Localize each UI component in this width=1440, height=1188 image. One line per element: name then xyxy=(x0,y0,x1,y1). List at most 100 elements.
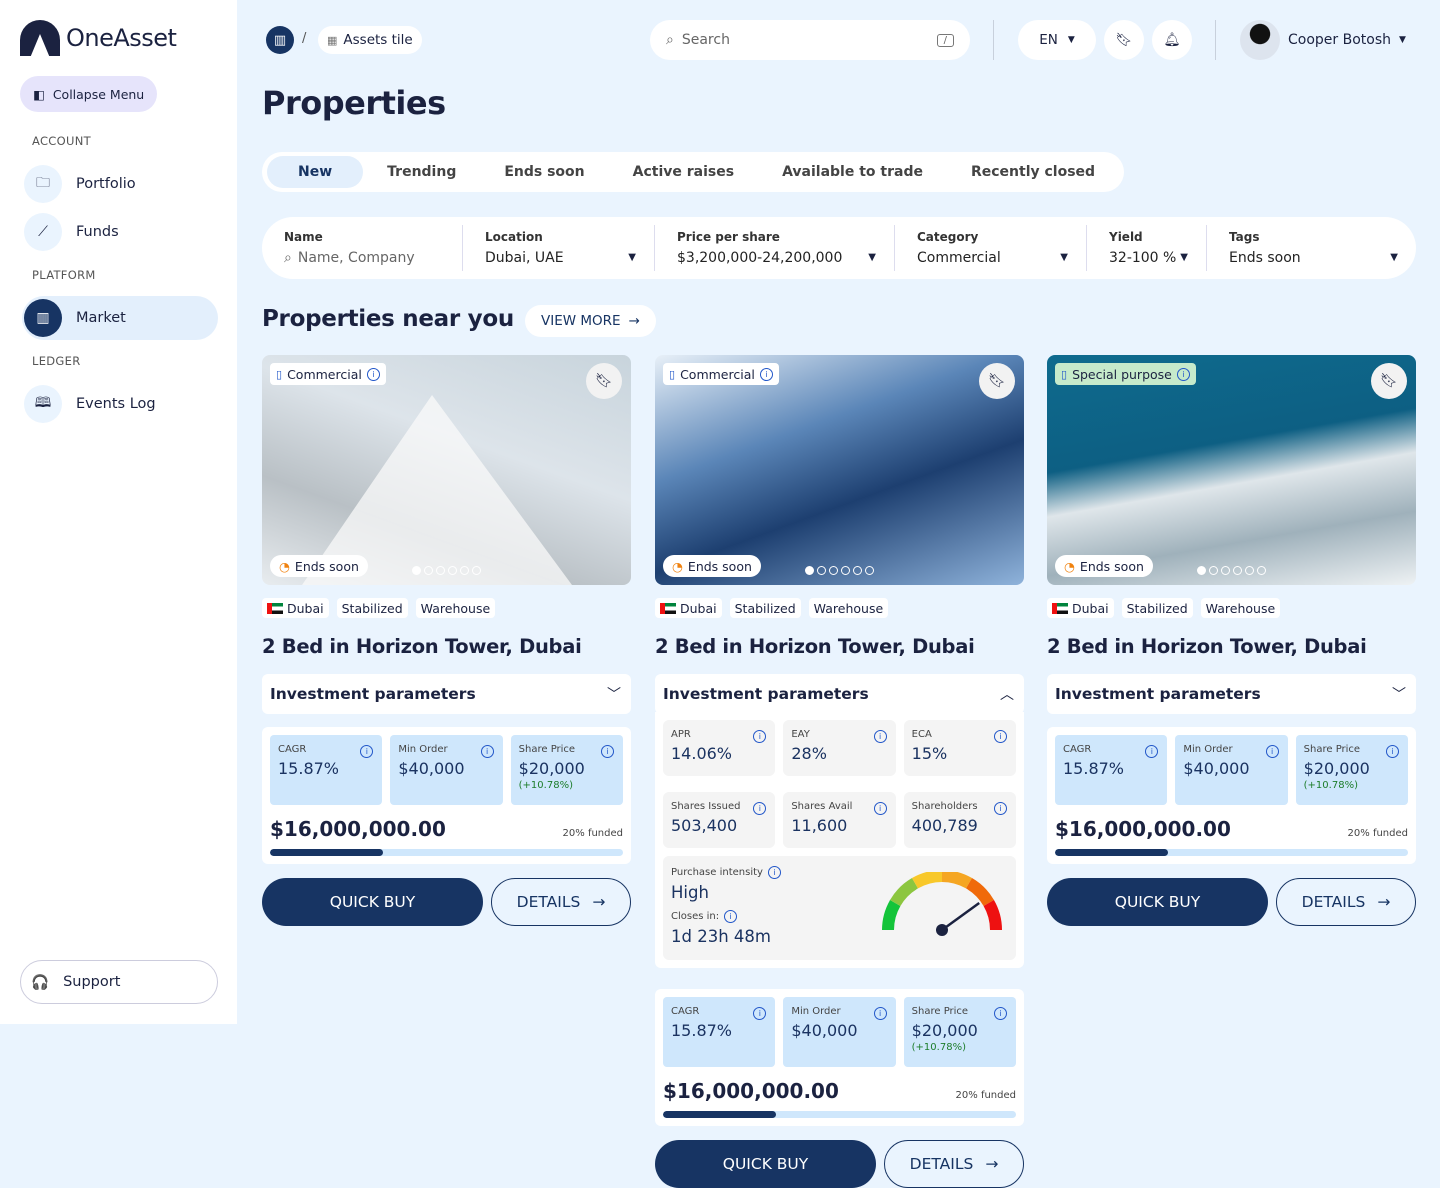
filter-category[interactable]: Category Commercial ▼ xyxy=(895,225,1087,271)
tab-active-raises[interactable]: Active raises xyxy=(632,164,735,180)
filter-location[interactable]: Location Dubai, UAE ▼ xyxy=(463,225,655,271)
section-title: Properties near you xyxy=(262,306,514,332)
carousel-dot[interactable] xyxy=(412,566,421,575)
tab-trending[interactable]: Trending xyxy=(387,164,457,180)
breadcrumb-current[interactable]: ▦ Assets tile xyxy=(318,26,422,54)
carousel-dot[interactable] xyxy=(436,566,445,575)
info-icon[interactable]: i xyxy=(753,730,767,743)
info-icon[interactable]: i xyxy=(753,1007,767,1020)
section-ledger: LEDGER xyxy=(32,354,81,368)
info-icon[interactable]: i xyxy=(759,367,773,381)
view-more-button[interactable]: VIEW MORE → xyxy=(525,305,656,337)
key-stats: CAGR i 15.87% Min Order i $40,000 Share … xyxy=(655,989,1024,1126)
carousel-dot[interactable] xyxy=(805,566,814,575)
carousel-dot[interactable] xyxy=(865,566,874,575)
info-icon[interactable]: i xyxy=(994,1007,1007,1020)
info-icon[interactable]: i xyxy=(994,802,1007,815)
sidebar-item-events-log[interactable]: 🕮 Events Log xyxy=(22,382,218,426)
property-image[interactable]: ▯ Commercial i 🔖︎ ◔ Ends soon xyxy=(262,355,631,585)
details-button[interactable]: DETAILS → xyxy=(1276,878,1416,926)
search-input[interactable]: ⌕ Search / xyxy=(650,20,970,60)
tab-ends-soon[interactable]: Ends soon xyxy=(504,164,585,180)
quick-buy-button[interactable]: QUICK BUY xyxy=(655,1140,876,1188)
collapse-menu-button[interactable]: ◧ Collapse Menu xyxy=(20,76,158,112)
filter-value-wrap: 32-100 % xyxy=(1109,250,1184,266)
property-image[interactable]: ▯ Special purpose i 🔖︎ ◔ Ends soon xyxy=(1047,355,1416,585)
quick-buy-button[interactable]: QUICK BUY xyxy=(1047,878,1268,926)
category-badge: ▯ Special purpose i xyxy=(1055,363,1196,385)
carousel-dot[interactable] xyxy=(817,566,826,575)
carousel-dot[interactable] xyxy=(841,566,850,575)
user-menu[interactable]: Cooper Botosh ▼ xyxy=(1240,20,1406,60)
search-placeholder: Search xyxy=(681,32,730,48)
filter-yield[interactable]: Yield 32-100 % ▼ xyxy=(1087,225,1207,271)
carousel-dot[interactable] xyxy=(1221,566,1230,575)
info-icon[interactable]: i xyxy=(873,730,887,743)
carousel-dot[interactable] xyxy=(1245,566,1254,575)
clock-icon: ◔ xyxy=(1064,558,1075,574)
info-icon[interactable]: i xyxy=(994,730,1007,743)
carousel-dot[interactable] xyxy=(448,566,457,575)
tab-available-to-trade[interactable]: Available to trade xyxy=(782,164,923,180)
caret-down-icon: ▼ xyxy=(1060,252,1068,263)
carousel-dot[interactable] xyxy=(1233,566,1242,575)
logo[interactable]: OneAsset xyxy=(20,20,177,56)
property-image[interactable]: ▯ Commercial i 🔖︎ ◔ Ends soon xyxy=(655,355,1024,585)
sidebar-item-portfolio[interactable]: 🗀 Portfolio xyxy=(22,162,218,206)
tab-recently-closed[interactable]: Recently closed xyxy=(970,164,1096,180)
property-card: ▯ Commercial i 🔖︎ ◔ Ends soon Dubai Stabiliz… xyxy=(655,355,1024,1188)
carousel-dot[interactable] xyxy=(460,566,469,575)
bookmark-button[interactable]: 🔖︎ xyxy=(979,363,1015,399)
tab-new[interactable]: New xyxy=(267,156,364,188)
bookmarks-button[interactable]: 🔖︎ xyxy=(1104,20,1144,60)
carousel-dot[interactable] xyxy=(1257,566,1266,575)
info-icon[interactable]: i xyxy=(724,910,738,923)
raise-amount: $16,000,000.00 xyxy=(270,817,446,841)
info-icon[interactable]: i xyxy=(360,745,374,758)
info-icon[interactable]: i xyxy=(366,367,380,381)
filter-name[interactable]: Name ⌕ Name, Company xyxy=(262,225,463,271)
stat-label: Share Price xyxy=(911,1006,969,1017)
carousel-dot[interactable] xyxy=(1209,566,1218,575)
info-icon[interactable]: i xyxy=(480,745,494,758)
filter-tags[interactable]: Tags Ends soon ▼ xyxy=(1207,225,1416,271)
arrow-right-icon: → xyxy=(628,313,640,329)
stat-value: $20,000 xyxy=(1303,759,1370,778)
building-icon: ▥ xyxy=(24,299,62,337)
investment-parameters-toggle[interactable]: Investment parameters ﹀ xyxy=(1047,674,1416,714)
info-icon[interactable]: i xyxy=(873,802,887,815)
bookmark-button[interactable]: 🔖︎ xyxy=(586,363,622,399)
investment-parameters-toggle[interactable]: Investment parameters ﹀ xyxy=(262,674,631,714)
investment-parameters-toggle[interactable]: Investment parameters ︿ xyxy=(655,674,1024,714)
info-icon[interactable]: i xyxy=(1265,745,1279,758)
sidebar-item-market[interactable]: ▥ Market xyxy=(22,296,218,340)
bookmark-button[interactable]: 🔖︎ xyxy=(1371,363,1407,399)
section-account: ACCOUNT xyxy=(32,134,91,148)
carousel-dot[interactable] xyxy=(829,566,838,575)
carousel-dot[interactable] xyxy=(1197,566,1206,575)
param-value: 15% xyxy=(911,744,948,763)
info-icon[interactable]: i xyxy=(873,1007,887,1020)
info-icon[interactable]: i xyxy=(601,745,614,758)
quick-buy-button[interactable]: QUICK BUY xyxy=(262,878,483,926)
sidebar-item-funds[interactable]: ⟋ Funds xyxy=(22,210,218,254)
info-icon[interactable]: i xyxy=(1176,367,1190,381)
info-icon[interactable]: i xyxy=(767,866,781,879)
carousel-dot[interactable] xyxy=(424,566,433,575)
filter-price-per-share[interactable]: Price per share $3,200,000-24,200,000 ▼ xyxy=(655,225,895,271)
details-button[interactable]: DETAILS → xyxy=(491,878,631,926)
bookmark-icon: 🔖︎ xyxy=(595,373,613,389)
notifications-button[interactable]: 🔔︎ xyxy=(1152,20,1192,60)
logo-mark-icon xyxy=(20,20,60,56)
info-icon[interactable]: i xyxy=(1386,745,1399,758)
info-icon[interactable]: i xyxy=(753,802,767,815)
info-icon[interactable]: i xyxy=(1145,745,1159,758)
breadcrumb-home-icon[interactable]: ▥ xyxy=(266,26,294,54)
stat-change: (+10.78%) xyxy=(518,780,573,791)
details-button[interactable]: DETAILS → xyxy=(884,1140,1024,1188)
support-button[interactable]: 🎧 Support xyxy=(20,960,218,1004)
language-select[interactable]: EN ▼ xyxy=(1018,20,1096,60)
carousel-dot[interactable] xyxy=(472,566,481,575)
tag: Warehouse xyxy=(1200,598,1281,618)
carousel-dot[interactable] xyxy=(853,566,862,575)
